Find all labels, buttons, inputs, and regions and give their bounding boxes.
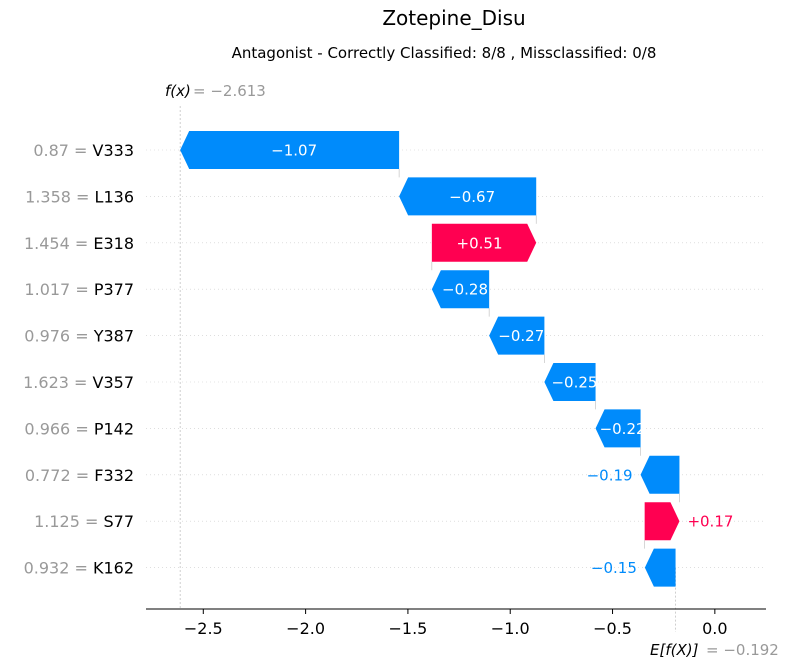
x-tick-label: 0.0: [702, 619, 727, 638]
feature-name: P142: [94, 419, 134, 438]
feature-value: 1.623 =: [23, 373, 92, 392]
feature-name: S77: [103, 512, 134, 531]
bar-V333: [180, 131, 400, 169]
bar-E318: [431, 223, 537, 262]
bar-label-S77: +0.17: [687, 513, 733, 531]
bar-label-L136: −0.67: [449, 188, 495, 206]
bar-connectors: [398, 169, 680, 549]
bar-Y387: [489, 316, 545, 355]
feature-label-S77: 1.125 = S77: [34, 512, 134, 531]
bar-label-P142: −0.22: [600, 420, 646, 438]
feature-name: L136: [95, 187, 134, 206]
bar-label-P377: −0.28: [442, 281, 488, 299]
bar-K162: [644, 548, 676, 587]
feature-name: E318: [93, 234, 134, 253]
feature-label-K162: 0.932 = K162: [24, 559, 134, 578]
feature-label-P142: 0.966 = P142: [24, 419, 134, 438]
bars: [180, 131, 680, 587]
bar-label-E318: +0.51: [457, 234, 503, 252]
bar-labels: −1.07 −0.67 +0.51 −0.28 −0.27 −0.25 −0.22 −0.19…: [271, 142, 733, 578]
feature-label-V357: 1.623 = V357: [23, 373, 134, 392]
feature-name: K162: [93, 559, 134, 578]
bar-L136: [399, 177, 537, 216]
feature-value: 0.966 =: [24, 419, 93, 438]
chart-title: Zotepine_Disu: [382, 6, 525, 30]
bar-label-V357: −0.25: [551, 374, 597, 392]
feature-label-Y387: 0.976 = Y387: [24, 327, 134, 346]
feature-label-E318: 1.454 = E318: [24, 234, 134, 253]
bar-S77: [644, 502, 680, 541]
bar-label-K162: −0.15: [591, 559, 637, 577]
feature-value: 0.772 =: [25, 466, 94, 485]
bar-label-Y387: −0.27: [498, 327, 544, 345]
feature-name: F332: [94, 466, 134, 485]
x-tick-label: −2.0: [286, 619, 325, 638]
chart-subtitle: Antagonist - Correctly Classified: 8/8 ,…: [232, 44, 657, 62]
x-tick-label: −1.0: [491, 619, 530, 638]
bar-label-F332: −0.19: [587, 466, 633, 484]
feature-value: 1.454 =: [24, 234, 93, 253]
feature-value: 1.017 =: [24, 280, 93, 299]
feature-value: 1.358 =: [25, 187, 94, 206]
feature-value: 1.125 =: [34, 512, 103, 531]
feature-label-F332: 0.772 = F332: [25, 466, 134, 485]
ex-value: = −0.192: [706, 641, 779, 659]
feature-label-V333: 0.87 = V333: [33, 141, 134, 160]
bar-P142: [595, 409, 641, 448]
feature-value: 0.976 =: [24, 327, 93, 346]
fx-annotation: f(x) = −2.613: [165, 82, 266, 100]
reference-lines: [179, 106, 676, 632]
bar-V357: [544, 363, 596, 401]
bar-F332: [640, 455, 680, 494]
x-tick-label: −2.5: [184, 619, 223, 638]
x-tick-label: −1.5: [388, 619, 427, 638]
feature-name: V333: [93, 141, 134, 160]
feature-name: P377: [94, 280, 134, 299]
ex-annotation: E[f(X)] = −0.192: [650, 641, 779, 659]
bar-label-V333: −1.07: [271, 142, 317, 160]
x-axis-ticks: −2.5 −2.0 −1.5 −1.0 −0.5 0.0: [184, 609, 728, 638]
fx-label: f(x): [165, 82, 191, 100]
bar-P377: [431, 270, 490, 309]
feature-name: V357: [93, 373, 134, 392]
feature-label-P377: 1.017 = P377: [24, 280, 134, 299]
feature-value: 0.87 =: [33, 141, 92, 160]
fx-value: = −2.613: [193, 82, 266, 100]
feature-value: 0.932 =: [24, 559, 93, 578]
ex-label: E[f(X)]: [650, 641, 699, 659]
feature-label-L136: 1.358 = L136: [25, 187, 134, 206]
x-tick-label: −0.5: [593, 619, 632, 638]
feature-labels: 0.87 = V333 1.358 = L136 1.454 = E318 1.017…: [23, 141, 134, 578]
feature-name: Y387: [93, 327, 134, 346]
